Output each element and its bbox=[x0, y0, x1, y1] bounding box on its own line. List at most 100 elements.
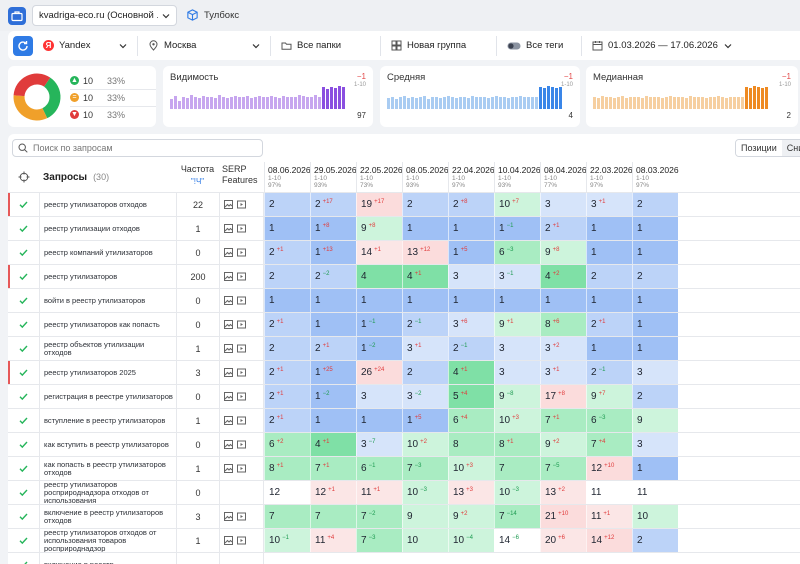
query-text[interactable]: войти в реестр утилизаторов bbox=[39, 289, 176, 312]
position-cell[interactable]: 1 bbox=[632, 313, 678, 336]
position-cell[interactable]: 8 +1 bbox=[494, 433, 540, 456]
tab-positions[interactable]: Позиции bbox=[736, 140, 782, 156]
table-row[interactable]: реестр утилизации отходов 1 1 1 +8 9 +8 1 1 1 −1 2 +… bbox=[8, 216, 800, 240]
table-row[interactable]: реестр компаний утилизаторов 0 2 +1 1 +13 14 +1… bbox=[8, 240, 800, 264]
position-cell[interactable]: 10 +7 bbox=[494, 193, 540, 216]
group-select[interactable]: Новая группа bbox=[391, 35, 497, 56]
briefcase-icon[interactable] bbox=[8, 6, 26, 25]
position-cell[interactable] bbox=[310, 553, 356, 564]
position-cell[interactable]: 7 −14 bbox=[494, 505, 540, 528]
query-text[interactable]: вступление в реестр утилизаторов bbox=[39, 409, 176, 432]
position-cell[interactable]: 7 bbox=[494, 457, 540, 480]
position-cell[interactable]: 14 +1 bbox=[356, 241, 402, 264]
position-cell[interactable]: 9 +2 bbox=[448, 505, 494, 528]
table-row[interactable]: реестр утилизаторов 2025 3 2 +1 1 +25 26 +24 2 4 +… bbox=[8, 360, 800, 384]
row-check[interactable] bbox=[8, 241, 39, 264]
date-column-header[interactable]: 08.03.2026 1-10 97% bbox=[632, 162, 679, 192]
position-cell[interactable]: 2 bbox=[264, 193, 310, 216]
position-cell[interactable]: 11 bbox=[586, 481, 632, 504]
position-cell[interactable]: 1 +5 bbox=[402, 409, 448, 432]
query-text[interactable]: включение в реестр bbox=[39, 553, 176, 564]
position-cell[interactable]: 9 +2 bbox=[540, 433, 586, 456]
position-cell[interactable]: 12 bbox=[264, 481, 310, 504]
position-cell[interactable]: 6 +4 bbox=[448, 409, 494, 432]
position-cell[interactable]: 7 bbox=[264, 505, 310, 528]
position-cell[interactable]: 7 +4 bbox=[586, 433, 632, 456]
position-cell[interactable]: 1 bbox=[586, 337, 632, 360]
position-cell[interactable]: 1 bbox=[448, 289, 494, 312]
query-text[interactable]: реестр компаний утилизаторов bbox=[39, 241, 176, 264]
query-text[interactable]: реестр утилизаторов 2025 bbox=[39, 361, 176, 384]
position-cell[interactable]: 2 +1 bbox=[264, 241, 310, 264]
row-check[interactable] bbox=[8, 289, 39, 312]
position-cell[interactable]: 1 bbox=[310, 313, 356, 336]
position-cell[interactable]: 7 −2 bbox=[356, 505, 402, 528]
position-cell[interactable]: 26 +24 bbox=[356, 361, 402, 384]
table-row[interactable]: как вступить в реестр утилизаторов 0 6 +2 4 +… bbox=[8, 432, 800, 456]
position-cell[interactable]: 13 +12 bbox=[402, 241, 448, 264]
position-cell[interactable]: 1 −2 bbox=[310, 385, 356, 408]
position-cell[interactable]: 2 bbox=[402, 361, 448, 384]
position-cell[interactable]: 10 +2 bbox=[402, 433, 448, 456]
position-cell[interactable]: 13 +2 bbox=[540, 481, 586, 504]
position-cell[interactable]: 2 bbox=[586, 265, 632, 288]
position-cell[interactable]: 1 bbox=[402, 289, 448, 312]
position-cell[interactable]: 1 bbox=[632, 289, 678, 312]
position-cell[interactable] bbox=[448, 553, 494, 564]
query-text[interactable]: реестр утилизаторов отходов bbox=[39, 193, 176, 216]
position-cell[interactable]: 9 +8 bbox=[356, 217, 402, 240]
table-row[interactable]: как попасть в реестр утилизаторов отходо… bbox=[8, 456, 800, 480]
row-check[interactable] bbox=[8, 553, 39, 564]
position-cell[interactable]: 2 +1 bbox=[264, 313, 310, 336]
position-cell[interactable]: 2 +1 bbox=[264, 409, 310, 432]
position-cell[interactable]: 9 +7 bbox=[586, 385, 632, 408]
position-cell[interactable]: 7 +1 bbox=[310, 457, 356, 480]
position-cell[interactable]: 1 bbox=[356, 289, 402, 312]
position-cell[interactable]: 1 −1 bbox=[494, 217, 540, 240]
position-cell[interactable]: 11 +1 bbox=[586, 505, 632, 528]
query-text[interactable]: реестр утилизаторов bbox=[39, 265, 176, 288]
position-cell[interactable] bbox=[402, 553, 448, 564]
position-cell[interactable]: 3 bbox=[494, 337, 540, 360]
position-cell[interactable]: 2 bbox=[632, 193, 678, 216]
position-cell[interactable]: 2 bbox=[264, 265, 310, 288]
date-column-header[interactable]: 22.03.2026 1-10 97% bbox=[586, 162, 633, 192]
toolbox-link[interactable]: Тулбокс bbox=[186, 9, 239, 22]
position-cell[interactable]: 1 −2 bbox=[356, 337, 402, 360]
position-cell[interactable]: 1 bbox=[632, 217, 678, 240]
position-cell[interactable]: 8 bbox=[448, 433, 494, 456]
position-cell[interactable]: 2 +1 bbox=[264, 361, 310, 384]
position-cell[interactable]: 1 bbox=[310, 409, 356, 432]
position-cell[interactable] bbox=[264, 553, 310, 564]
position-cell[interactable]: 3 −2 bbox=[402, 385, 448, 408]
position-cell[interactable]: 2 bbox=[632, 529, 678, 552]
position-cell[interactable]: 1 −1 bbox=[356, 313, 402, 336]
position-cell[interactable]: 4 +1 bbox=[310, 433, 356, 456]
position-cell[interactable]: 2 −1 bbox=[402, 313, 448, 336]
position-cell[interactable] bbox=[494, 553, 540, 564]
date-column-header[interactable]: 08.06.2026 1-10 97% bbox=[264, 162, 311, 192]
row-check[interactable] bbox=[8, 217, 39, 240]
row-check[interactable] bbox=[8, 385, 39, 408]
position-cell[interactable]: 1 bbox=[264, 217, 310, 240]
position-cell[interactable]: 3 +1 bbox=[402, 337, 448, 360]
position-cell[interactable]: 10 −3 bbox=[402, 481, 448, 504]
position-cell[interactable]: 10 bbox=[402, 529, 448, 552]
position-cell[interactable]: 5 +4 bbox=[448, 385, 494, 408]
position-cell[interactable]: 2 +1 bbox=[310, 337, 356, 360]
average-card[interactable]: Средняя −1 1-10 4 bbox=[380, 66, 580, 127]
position-cell[interactable] bbox=[586, 553, 632, 564]
position-cell[interactable]: 20 +6 bbox=[540, 529, 586, 552]
position-cell[interactable]: 2 +17 bbox=[310, 193, 356, 216]
position-cell[interactable]: 3 −1 bbox=[494, 265, 540, 288]
position-cell[interactable]: 10 +3 bbox=[494, 409, 540, 432]
position-cell[interactable]: 2 +8 bbox=[448, 193, 494, 216]
query-text[interactable]: реестр утилизаторов отходов от использов… bbox=[39, 528, 176, 552]
position-cell[interactable]: 2 bbox=[632, 265, 678, 288]
visibility-card[interactable]: Видимость −1 1-10 97 bbox=[163, 66, 373, 127]
table-row[interactable]: войти в реестр утилизаторов 0 1 1 1 1 1 1 1 1 1 bbox=[8, 288, 800, 312]
tab-snapshots[interactable]: Сни bbox=[781, 140, 800, 156]
median-card[interactable]: Медианная −1 1-10 2 bbox=[586, 66, 798, 127]
search-input[interactable]: Поиск по запросам bbox=[12, 139, 263, 157]
frequency-type[interactable]: "!Ч" bbox=[190, 177, 205, 186]
